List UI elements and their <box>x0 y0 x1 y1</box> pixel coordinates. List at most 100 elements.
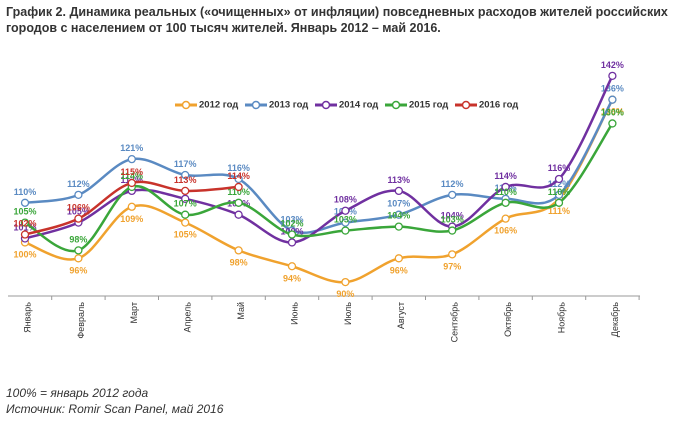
data-label: 96% <box>69 265 87 275</box>
x-tick-label: Декабрь <box>610 302 620 337</box>
data-label: 130% <box>601 107 624 117</box>
data-label: 105% <box>174 230 197 240</box>
data-label: 110% <box>494 187 517 197</box>
data-point <box>287 238 297 247</box>
series-line <box>24 75 614 244</box>
legend-marker <box>391 100 401 110</box>
data-label: 116% <box>548 163 571 173</box>
data-label: 115% <box>121 167 144 177</box>
data-label: 142% <box>601 60 624 70</box>
data-point <box>341 218 350 227</box>
data-label: 107% <box>387 199 410 209</box>
data-label: 113% <box>388 175 411 185</box>
data-label: 116% <box>227 163 250 173</box>
data-label: 102% <box>280 219 303 229</box>
data-point <box>127 155 136 164</box>
data-label: 113% <box>174 175 197 185</box>
data-label: 111% <box>548 206 570 216</box>
data-label: 114% <box>227 171 250 181</box>
data-point <box>127 178 136 188</box>
legend-marker <box>251 100 261 110</box>
note: 100% = январь 2012 года <box>6 386 149 400</box>
data-label: 110% <box>14 187 37 197</box>
data-label: 136% <box>601 84 624 94</box>
note: Источник: Romir Scan Panel, май 2016 <box>6 402 224 416</box>
data-label: 114% <box>494 171 517 181</box>
data-label: 97% <box>443 261 461 271</box>
data-point <box>448 250 457 259</box>
data-point <box>20 198 30 207</box>
data-point <box>448 190 457 200</box>
data-point <box>287 230 297 239</box>
x-tick-label: Сентябрь <box>450 302 460 343</box>
data-label: 109% <box>120 214 143 224</box>
data-label: 103% <box>441 215 464 225</box>
data-point <box>448 226 457 235</box>
data-label: 112% <box>441 179 464 189</box>
data-point <box>394 254 403 263</box>
data-point <box>394 186 403 196</box>
data-point <box>501 214 510 223</box>
data-point <box>554 174 564 184</box>
data-point <box>234 246 243 255</box>
data-point <box>234 198 243 207</box>
data-label: 103% <box>334 215 357 225</box>
data-label: 101% <box>13 222 36 232</box>
data-point <box>20 230 30 239</box>
legend-label: 2016 год <box>479 100 518 111</box>
data-point <box>501 182 510 192</box>
data-label: 112% <box>67 179 90 189</box>
data-point <box>74 246 83 255</box>
data-point <box>74 190 83 200</box>
data-label: 136% <box>601 107 624 117</box>
data-label: 104% <box>387 211 410 221</box>
data-point <box>341 226 350 235</box>
x-tick-label: Апрель <box>183 302 193 333</box>
data-label: 105% <box>67 207 90 217</box>
legend-marker <box>321 100 331 110</box>
data-point <box>608 71 617 81</box>
data-label: 110% <box>227 187 250 197</box>
data-point <box>234 210 243 219</box>
data-label: 102% <box>13 219 36 229</box>
data-point <box>234 174 243 184</box>
data-point <box>341 277 350 287</box>
data-point <box>287 262 297 271</box>
data-label: 108% <box>334 195 357 205</box>
x-tick-label: Март <box>129 302 139 324</box>
data-label: 98% <box>69 234 87 244</box>
data-point <box>74 254 83 263</box>
data-label: 114% <box>121 171 144 181</box>
data-label: 110% <box>548 187 571 197</box>
data-point <box>608 95 617 104</box>
data-label: 90% <box>336 289 354 299</box>
data-point <box>181 210 190 219</box>
x-tick-label: Ноябрь <box>556 302 566 334</box>
data-point <box>20 218 30 227</box>
data-label: 105% <box>13 207 36 217</box>
data-point <box>181 194 190 203</box>
chart-title: График 2. Динамика реальных («очищенных»… <box>6 5 668 35</box>
data-point <box>554 198 564 207</box>
data-label: 117% <box>174 159 197 169</box>
legend-label: 2015 год <box>409 100 448 111</box>
data-point <box>181 170 190 180</box>
data-label: 98% <box>230 257 248 267</box>
data-label: 100% <box>13 249 36 259</box>
data-point <box>74 214 83 223</box>
legend-label: 2013 год <box>269 100 308 111</box>
x-tick-label: Октябрь <box>503 302 513 337</box>
data-point <box>554 190 564 200</box>
data-label: 96% <box>390 265 408 275</box>
x-tick-label: Август <box>396 302 406 329</box>
data-label: 104% <box>441 211 464 221</box>
legend-label: 2014 год <box>339 100 378 111</box>
data-point <box>234 182 243 192</box>
x-tick-label: Январь <box>22 302 32 333</box>
x-tick-label: Май <box>236 302 246 320</box>
x-tick-label: Июль <box>343 302 353 325</box>
x-tick-label: Февраль <box>76 302 86 339</box>
data-label: 112% <box>548 179 571 189</box>
